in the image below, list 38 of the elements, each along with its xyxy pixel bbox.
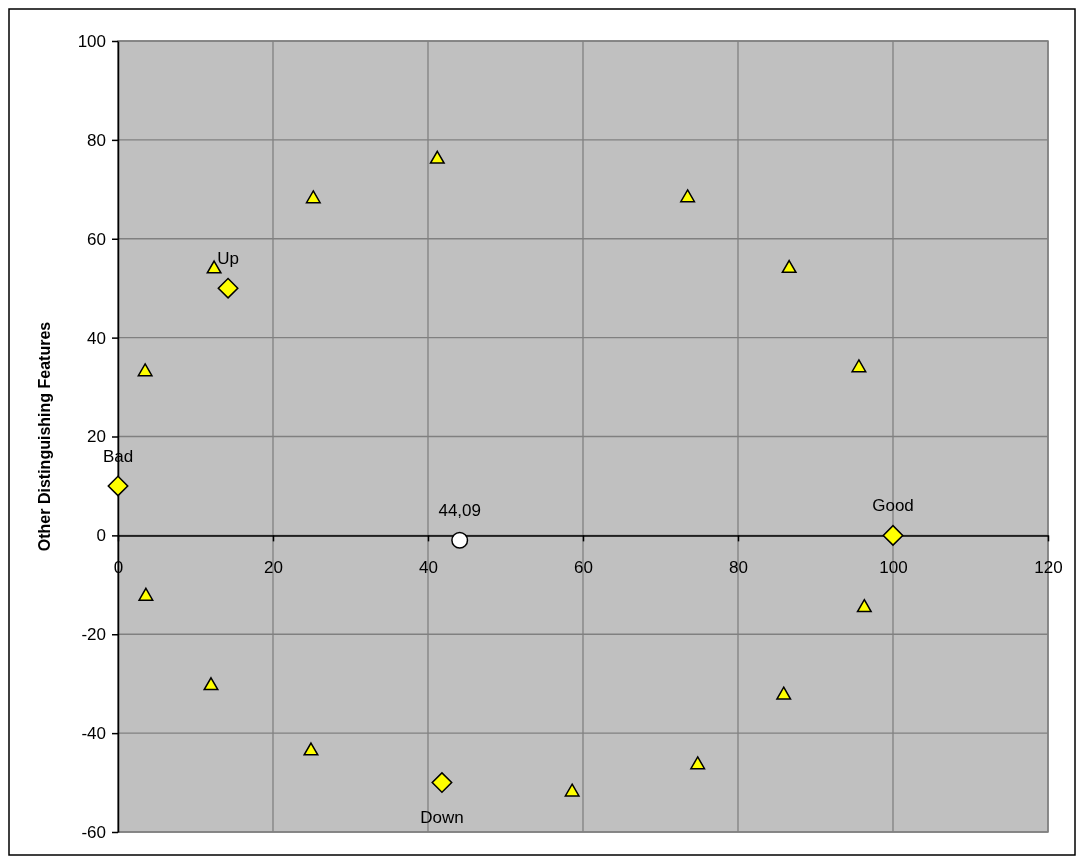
y-tick-label: 60 (87, 229, 106, 249)
point (776, 686, 792, 700)
annotation: Up (217, 249, 239, 269)
point (137, 363, 153, 377)
point (431, 772, 453, 794)
y-tick-label: 40 (87, 328, 106, 348)
y-tick-label: 0 (96, 526, 106, 546)
y-tick-label: -60 (81, 822, 106, 842)
y-tick-label: 100 (77, 31, 106, 51)
x-tick-label: 60 (574, 558, 593, 578)
x-tick-label: 80 (729, 558, 748, 578)
y-tick-label: 20 (87, 427, 106, 447)
annotation: Good (872, 496, 914, 516)
x-tick-label: 20 (264, 558, 283, 578)
point (451, 531, 469, 549)
y-tick-label: -40 (81, 724, 106, 744)
point (851, 359, 867, 373)
y-tick-label: -20 (81, 625, 106, 645)
x-tick-label: 40 (419, 558, 438, 578)
x-tick-label: 120 (1034, 558, 1063, 578)
point (856, 598, 872, 613)
point (203, 677, 219, 691)
point (429, 150, 445, 164)
point (305, 190, 321, 204)
y-tick-label: 80 (87, 130, 106, 150)
point (138, 587, 154, 601)
point (303, 742, 319, 756)
point (690, 756, 706, 770)
point (882, 524, 904, 546)
annotation: 44,09 (438, 501, 481, 521)
point (107, 475, 129, 497)
point (680, 189, 696, 203)
x-tick-label: 100 (879, 558, 908, 578)
point (564, 783, 580, 797)
y-axis-title: Other Distinguishing Features (36, 321, 53, 552)
annotation: Down (420, 807, 464, 827)
point (781, 259, 797, 274)
point (217, 277, 239, 299)
